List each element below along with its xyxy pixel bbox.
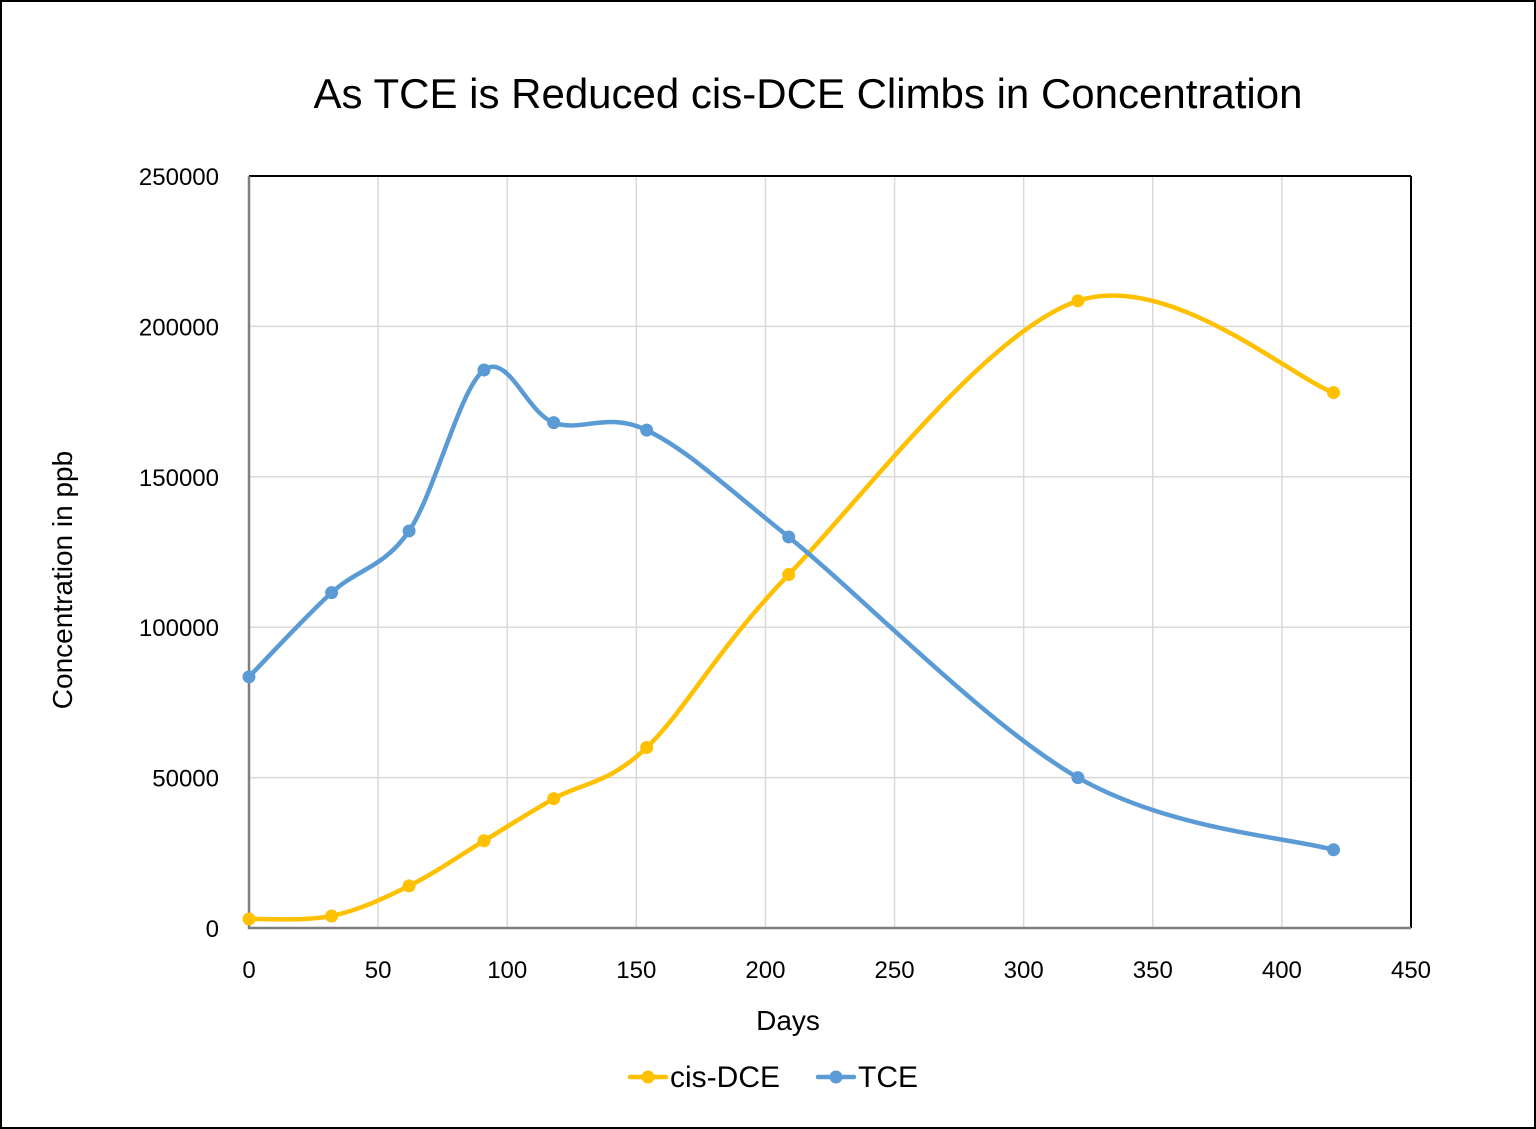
x-tick-label: 400 xyxy=(1262,957,1302,984)
legend-marker-icon xyxy=(641,1070,655,1084)
cis-dce-data-point xyxy=(402,879,416,893)
tce-data-point xyxy=(640,423,654,437)
tce-data-point xyxy=(782,530,796,544)
cis-dce-data-point xyxy=(325,909,339,923)
y-tick-label: 200000 xyxy=(139,314,219,341)
cis-dce-data-point xyxy=(1327,386,1341,400)
x-axis-label: Days xyxy=(756,1005,820,1036)
legend-label: TCE xyxy=(858,1061,918,1094)
legend-item-tce: TCE xyxy=(815,1061,918,1094)
tce-data-point xyxy=(547,416,561,430)
series-group xyxy=(242,293,1341,926)
y-tick-label: 100000 xyxy=(139,615,219,642)
y-tick-label: 0 xyxy=(206,916,219,943)
y-tick-label: 50000 xyxy=(152,766,219,793)
cis-dce-line xyxy=(246,293,1336,922)
axes xyxy=(247,175,1412,930)
tce-data-point xyxy=(477,363,491,377)
x-tick-label: 0 xyxy=(242,957,255,984)
x-tick-label: 50 xyxy=(365,957,392,984)
legend-marker-icon xyxy=(829,1070,843,1084)
cis-dce-data-point xyxy=(1071,294,1085,308)
cis-dce-data-point xyxy=(782,568,796,582)
cis-dce-data-point xyxy=(640,741,654,755)
tce-data-point xyxy=(1327,843,1341,857)
tce-data-point xyxy=(1071,771,1085,785)
cis-dce-data-point xyxy=(242,912,256,926)
x-tick-label: 350 xyxy=(1133,957,1173,984)
x-tick-label: 450 xyxy=(1391,957,1431,984)
y-tick-label: 250000 xyxy=(139,164,219,191)
gridlines xyxy=(249,175,1412,928)
y-tick-label: 150000 xyxy=(139,465,219,492)
x-tick-label: 250 xyxy=(875,957,915,984)
series-cis-dce xyxy=(242,293,1341,926)
tick-labels: 0 50 100 150 200 250 300 350 400 450 0 50000 100000 1… xyxy=(139,164,1431,984)
cis-dce-data-point xyxy=(547,792,561,806)
chart-title: As TCE is Reduced cis-DCE Climbs in Conc… xyxy=(314,70,1303,117)
x-tick-label: 150 xyxy=(616,957,656,984)
tce-data-point xyxy=(325,586,339,600)
y-axis-label: Concentration in ppb xyxy=(47,451,78,709)
tce-data-point xyxy=(402,524,416,538)
x-tick-label: 200 xyxy=(745,957,785,984)
series-tce xyxy=(242,363,1341,857)
tce-data-point xyxy=(242,670,256,684)
tce-line xyxy=(246,364,1336,853)
legend-item-cis-dce: cis-DCE xyxy=(627,1061,780,1094)
cis-dce-data-point xyxy=(477,834,491,848)
x-tick-label: 100 xyxy=(487,957,527,984)
legend: cis-DCE TCE xyxy=(627,1061,918,1094)
x-tick-label: 300 xyxy=(1004,957,1044,984)
legend-label: cis-DCE xyxy=(670,1061,780,1094)
